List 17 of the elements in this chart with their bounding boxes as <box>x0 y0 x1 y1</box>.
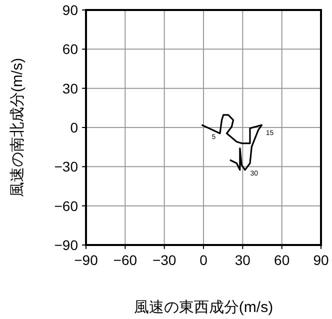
y-tick-label: 30 <box>62 80 78 96</box>
x-tick-label: 60 <box>274 252 290 268</box>
y-tick-label: 90 <box>62 2 78 18</box>
x-tick-label: −90 <box>74 252 98 268</box>
y-tick-label: −90 <box>54 237 78 253</box>
x-tick-label: 90 <box>313 252 329 268</box>
x-tick-label: 30 <box>234 252 251 268</box>
y-tick-label: 0 <box>70 120 78 136</box>
y-tick-label: 60 <box>62 41 78 58</box>
y-tick-label: −30 <box>54 158 78 175</box>
x-tick-label: −60 <box>113 252 138 268</box>
x-tick-label: −30 <box>152 252 176 268</box>
y-tick-label: −60 <box>54 198 78 214</box>
line-series <box>200 114 263 171</box>
x-axis-title: 風速の東西成分(m/s) <box>134 299 274 316</box>
x-tick-label: 0 <box>200 252 208 268</box>
y-axis-title: 風速の南北成分(m/s) <box>9 58 26 198</box>
